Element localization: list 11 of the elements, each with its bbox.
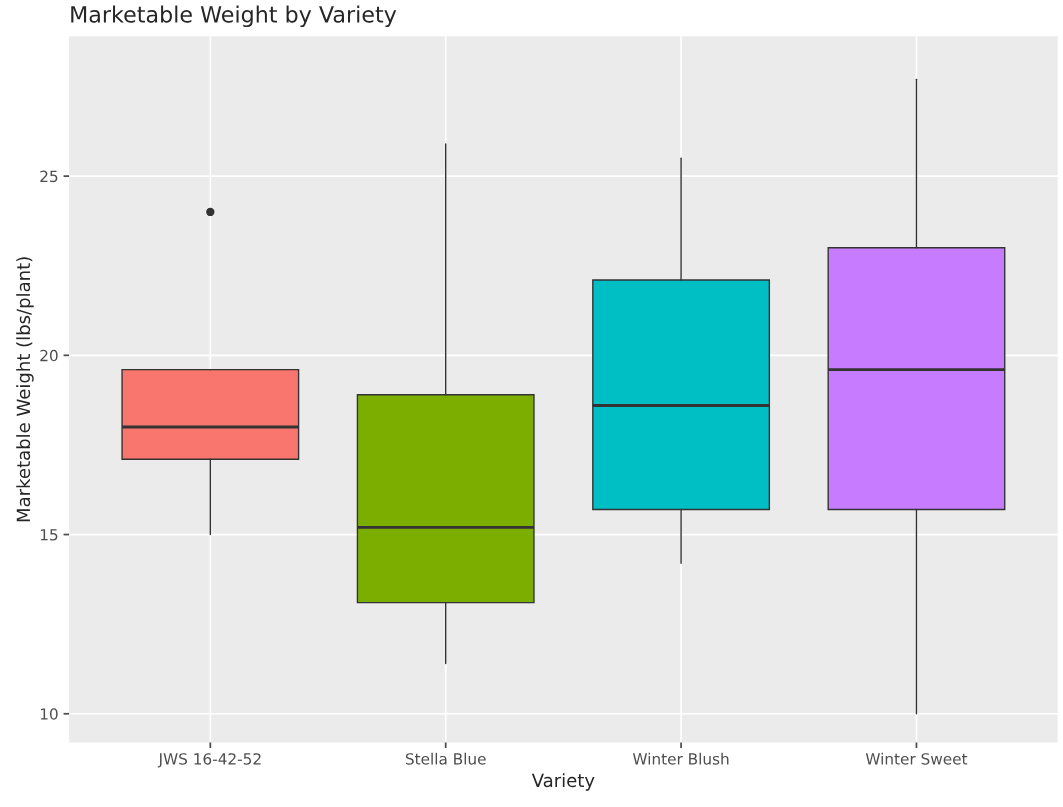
y-tick-label: 20 xyxy=(40,349,58,362)
y-axis-title: Marketable Weight (lbs/plant) xyxy=(16,257,34,522)
x-tick-label: Winter Sweet xyxy=(865,752,968,765)
chart-title: Marketable Weight by Variety xyxy=(71,5,397,28)
y-tick-label: 25 xyxy=(40,170,58,183)
x-axis-title: Variety xyxy=(531,773,595,791)
y-tick-label: 15 xyxy=(40,529,58,541)
x-tick-label: Stella Blue xyxy=(405,752,486,765)
x-tick-label: Winter Blush xyxy=(632,752,729,765)
x-tick-label: JWS 16-42-52 xyxy=(157,753,261,768)
y-tick-label: 10 xyxy=(40,708,58,720)
